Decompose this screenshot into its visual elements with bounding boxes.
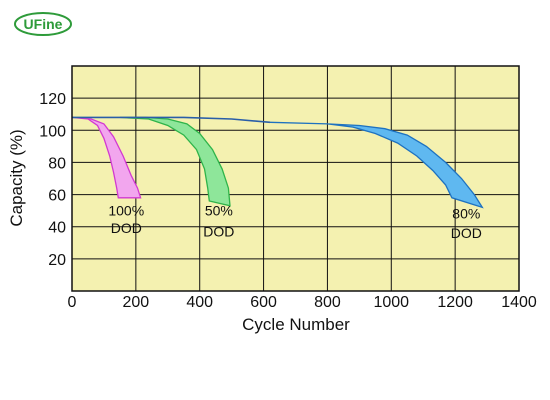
x-tick-label: 0 <box>68 294 77 311</box>
x-tick-label: 1000 <box>373 294 409 311</box>
dod-label-value: 50% <box>205 202 233 218</box>
annotations-layer: 100% DOD 50% DOD 80% DOD <box>108 202 482 241</box>
x-tick-label: 1400 <box>501 294 537 311</box>
y-tick-label: 40 <box>48 220 66 237</box>
dod-label-text: DOD <box>451 225 482 241</box>
y-tick-labels: 20 40 60 80 100 120 <box>39 91 66 269</box>
plot-frame <box>71 65 520 292</box>
dod-label-value: 80% <box>452 206 480 222</box>
capacity-band-3 <box>269 121 484 209</box>
x-tick-label: 400 <box>186 294 213 311</box>
x-axis-label: Cycle Number <box>242 315 350 334</box>
dod-label-value: 100% <box>108 202 144 218</box>
capacity-band-2 <box>119 116 231 207</box>
initial-capacity-line <box>72 116 271 124</box>
y-tick-label: 100 <box>39 123 66 140</box>
x-tick-label: 200 <box>123 294 150 311</box>
x-tick-labels: 0 200 400 600 800 1000 1200 1400 <box>68 294 537 311</box>
y-tick-label: 80 <box>48 155 66 172</box>
dod-label-text: DOD <box>203 223 234 239</box>
capacity-band-1 <box>71 116 142 199</box>
y-tick-label: 20 <box>48 252 66 269</box>
y-tick-label: 60 <box>48 188 66 205</box>
x-tick-label: 800 <box>314 294 341 311</box>
y-tick-label: 120 <box>39 91 66 108</box>
logo-text: UFine <box>24 16 63 32</box>
dod-label-text: DOD <box>111 220 142 236</box>
x-tick-label: 600 <box>250 294 277 311</box>
logo-oval <box>14 12 72 36</box>
ufine-logo: UFine <box>14 12 72 36</box>
y-axis-label: Capacity (%) <box>7 129 26 226</box>
x-tick-label: 1200 <box>437 294 473 311</box>
series-layer <box>71 116 484 209</box>
